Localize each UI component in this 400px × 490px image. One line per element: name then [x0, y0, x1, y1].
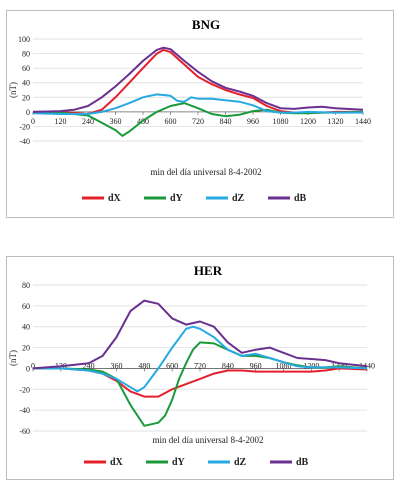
series-line-dX	[33, 48, 363, 115]
y-tick-label: -60	[19, 427, 30, 436]
y-tick-label: -40	[19, 406, 30, 415]
chart-panel-bng: BNG -40 -20 0 20 40 60 80 100 0 120 240 360 480 600 720…	[6, 10, 394, 218]
x-tick-label: 840	[220, 117, 232, 126]
x-tick-label: 600	[165, 117, 177, 126]
x-tick-label: 1080	[273, 117, 289, 126]
x-tick-label: 960	[247, 117, 259, 126]
legend-label-dB: dB	[294, 193, 307, 204]
x-tick-label: 240	[83, 361, 95, 370]
legend-label-dZ: dZ	[232, 193, 245, 204]
y-tick-label: 60	[22, 64, 30, 73]
series-line-dZ	[32, 93, 363, 115]
series-line-dB	[32, 46, 364, 113]
series-line-dZ	[33, 325, 368, 393]
x-tick-label: 1080	[276, 361, 292, 370]
x-tick-label: 360	[110, 117, 122, 126]
y-tick-label: -20	[19, 385, 30, 394]
y-tick-label: -40	[19, 137, 30, 146]
y-tick-label: 20	[22, 344, 30, 353]
y-tick-label: 0	[26, 108, 30, 117]
legend-label-dB: dB	[296, 457, 309, 468]
x-tick-label: 720	[192, 117, 204, 126]
x-axis-label: min del día universal 8-4-2002	[153, 435, 264, 445]
series-line-dX	[33, 367, 368, 398]
y-tick-label: 80	[22, 281, 30, 290]
y-axis-label: (nT)	[8, 350, 18, 366]
y-tick-label: 80	[22, 50, 30, 59]
legend-label-dX: dX	[110, 457, 124, 468]
x-tick-label: 600	[166, 361, 178, 370]
chart-title: BNG	[192, 17, 220, 32]
x-tick-label: 720	[194, 361, 206, 370]
y-axis-label: (nT)	[8, 82, 18, 98]
x-tick-label: 1440	[355, 117, 371, 126]
y-tick-label: 40	[22, 79, 30, 88]
x-tick-label: 120	[55, 117, 67, 126]
series-line-dY	[33, 341, 368, 427]
legend-label-dY: dY	[170, 193, 184, 204]
y-tick-label: 40	[22, 323, 30, 332]
y-tick-label: 20	[22, 93, 30, 102]
y-tick-label: 60	[22, 302, 30, 311]
chart-panel-her: HER -60 -40 -20 0 20 40 60 80 0 120 240 360 480 600 720…	[6, 256, 394, 480]
x-tick-label: 1200	[303, 361, 319, 370]
x-tick-label: 0	[31, 117, 35, 126]
y-tick-label: 100	[18, 35, 30, 44]
chart-title: HER	[194, 263, 223, 278]
x-axis-label: min del día universal 8-4-2002	[151, 167, 262, 177]
x-tick-label: 240	[82, 117, 94, 126]
series-line-dB	[32, 299, 368, 370]
x-tick-label: 0	[31, 361, 35, 370]
y-tick-label: 0	[26, 364, 30, 373]
x-tick-label: 840	[222, 361, 234, 370]
x-tick-label: 480	[138, 361, 150, 370]
legend-label-dZ: dZ	[234, 457, 247, 468]
x-tick-label: 1320	[328, 117, 344, 126]
y-tick-label: -20	[19, 122, 30, 131]
x-tick-label: 960	[250, 361, 262, 370]
legend-label-dY: dY	[172, 457, 186, 468]
legend-label-dX: dX	[108, 193, 122, 204]
x-tick-label: 360	[111, 361, 123, 370]
x-tick-label: 1200	[300, 117, 316, 126]
